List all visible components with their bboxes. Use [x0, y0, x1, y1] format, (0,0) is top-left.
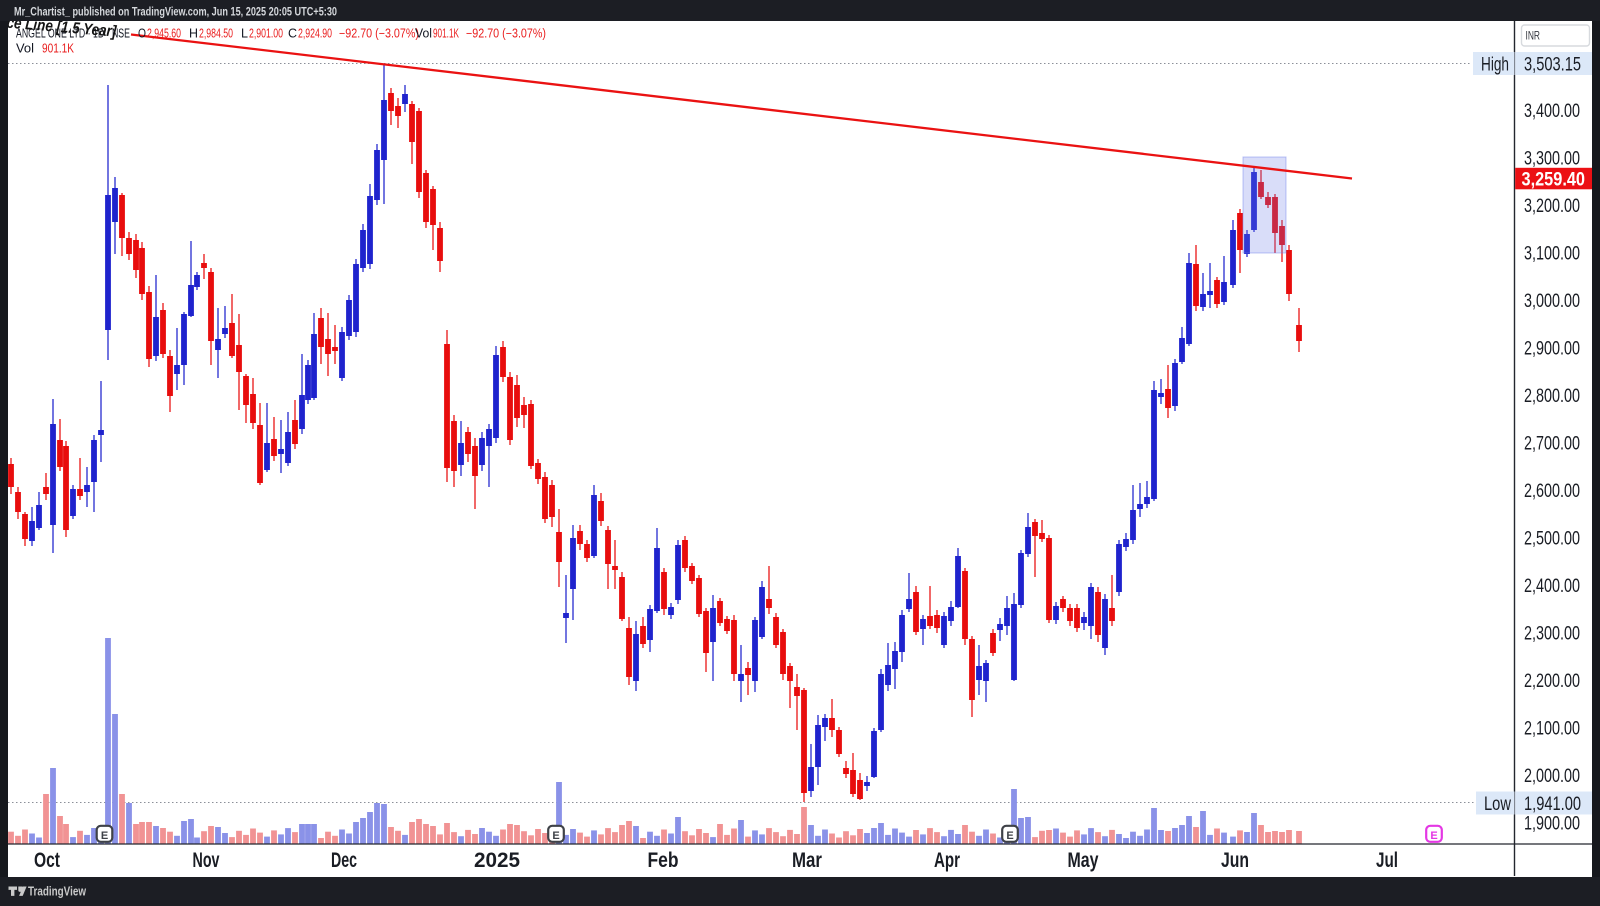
svg-text:O: O: [138, 27, 146, 41]
svg-text:E: E: [1430, 830, 1437, 842]
svg-text:C: C: [288, 27, 297, 41]
svg-text:May: May: [1068, 849, 1099, 872]
svg-text:2,700.00: 2,700.00: [1524, 432, 1580, 454]
svg-text:Oct: Oct: [34, 849, 60, 872]
svg-text:Vol: Vol: [415, 27, 432, 41]
svg-text:ANGEL ONE LTD · 1D · NSE: ANGEL ONE LTD · 1D · NSE: [16, 27, 130, 41]
svg-text:3,259.40: 3,259.40: [1522, 168, 1586, 190]
svg-text:Feb: Feb: [648, 849, 679, 872]
svg-text:2,400.00: 2,400.00: [1524, 575, 1580, 597]
svg-text:2,945.60: 2,945.60: [147, 27, 181, 41]
svg-text:3,000.00: 3,000.00: [1524, 290, 1580, 312]
svg-text:2,924.90: 2,924.90: [298, 27, 332, 41]
svg-text:1,941.00: 1,941.00: [1524, 793, 1581, 815]
svg-text:901.1K: 901.1K: [433, 27, 459, 41]
svg-text:2,984.50: 2,984.50: [199, 27, 233, 41]
svg-text:2,901.00: 2,901.00: [249, 27, 283, 41]
svg-text:901.1K: 901.1K: [42, 42, 75, 56]
svg-text:Jun: Jun: [1221, 849, 1249, 872]
svg-text:H: H: [189, 27, 198, 41]
svg-text:INR: INR: [1526, 31, 1541, 43]
svg-text:Low: Low: [1484, 793, 1512, 815]
svg-text:−92.70 (−3.07%): −92.70 (−3.07%): [466, 27, 546, 41]
svg-text:2,300.00: 2,300.00: [1524, 622, 1580, 644]
svg-text:Apr: Apr: [934, 849, 960, 872]
svg-text:Mar: Mar: [792, 849, 822, 872]
svg-text:3,200.00: 3,200.00: [1524, 195, 1580, 217]
svg-text:2,000.00: 2,000.00: [1524, 765, 1580, 787]
svg-text:3,400.00: 3,400.00: [1524, 100, 1580, 122]
svg-text:High: High: [1481, 53, 1509, 75]
svg-text:2,600.00: 2,600.00: [1524, 480, 1580, 502]
svg-text:E: E: [101, 830, 108, 842]
svg-text:E: E: [552, 830, 559, 842]
svg-text:E: E: [1006, 830, 1013, 842]
svg-text:2,900.00: 2,900.00: [1524, 337, 1580, 359]
svg-text:Dec: Dec: [331, 849, 357, 872]
svg-text:−92.70 (−3.07%): −92.70 (−3.07%): [339, 27, 419, 41]
svg-text:2,500.00: 2,500.00: [1524, 527, 1580, 549]
svg-text:Mr_Chartist_ published on Trad: Mr_Chartist_ published on TradingView.co…: [14, 5, 337, 19]
svg-text:3,300.00: 3,300.00: [1524, 147, 1580, 169]
svg-text:3,503.15: 3,503.15: [1524, 53, 1581, 75]
svg-text:2,200.00: 2,200.00: [1524, 670, 1580, 692]
svg-text:Jul: Jul: [1376, 849, 1398, 872]
svg-text:3,100.00: 3,100.00: [1524, 242, 1580, 264]
svg-text:Vol: Vol: [16, 42, 34, 56]
svg-text:2,800.00: 2,800.00: [1524, 385, 1580, 407]
svg-text:TradingView: TradingView: [28, 885, 86, 899]
svg-text:1,900.00: 1,900.00: [1524, 812, 1580, 834]
svg-text:2025: 2025: [474, 849, 520, 872]
svg-text:2,100.00: 2,100.00: [1524, 717, 1580, 739]
svg-text:L: L: [241, 27, 248, 41]
svg-text:Nov: Nov: [193, 849, 220, 872]
